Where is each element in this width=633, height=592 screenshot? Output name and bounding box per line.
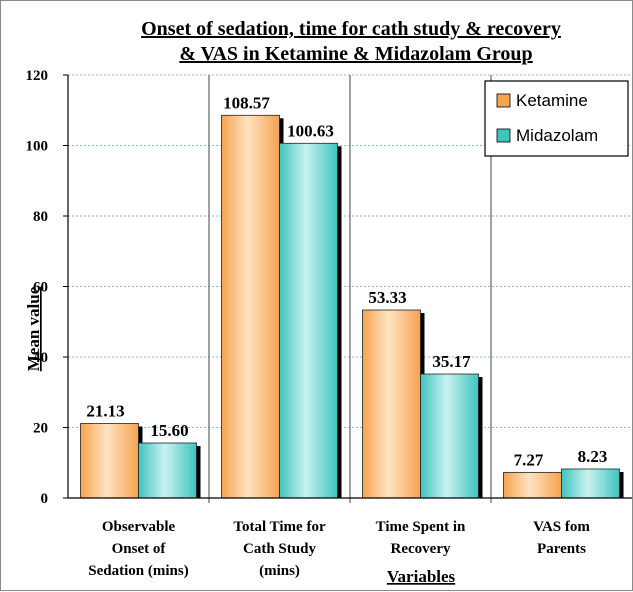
y-tick-label: 100 <box>26 139 49 155</box>
axes <box>63 74 632 499</box>
bar-midazolam <box>420 373 479 499</box>
bars <box>80 114 624 499</box>
y-tick-label: 20 <box>33 421 48 437</box>
x-category-label: Cath Study <box>243 541 316 557</box>
y-tick-label: 40 <box>33 350 48 366</box>
x-category-label: Parents <box>537 541 586 557</box>
data-label-ketamine: 53.33 <box>368 288 406 307</box>
x-category-label: Total Time for <box>233 519 326 535</box>
data-label-midazolam: 35.17 <box>432 352 471 371</box>
y-axis-title: Mean value <box>24 286 43 371</box>
legend-swatch-midazolam <box>496 128 511 143</box>
y-tick-label: 0 <box>41 491 49 507</box>
x-category-label: Sedation (mins) <box>88 563 188 579</box>
x-category-label: Recovery <box>391 541 451 557</box>
data-label-ketamine: 21.13 <box>86 402 124 421</box>
legend-swatch-ketamine <box>496 93 511 108</box>
bar-ketamine <box>362 309 421 499</box>
data-label-midazolam: 15.60 <box>150 421 188 440</box>
bar-ketamine <box>80 423 139 499</box>
y-tick-label: 60 <box>33 280 48 296</box>
legend-label-midazolam: Midazolam <box>516 126 598 145</box>
data-label-midazolam: 8.23 <box>578 447 608 466</box>
x-category-label: Time Spent in <box>376 519 466 535</box>
bar-midazolam <box>138 442 197 499</box>
chart-title-line-2: & VAS in Ketamine & Midazolam Group <box>179 43 532 65</box>
labels: 0 20 40 60 80 100 120 21.13 15.60 Observable Onset… <box>26 68 608 579</box>
data-label-midazolam: 100.63 <box>287 121 334 140</box>
legend: Ketamine Midazolam <box>484 80 629 157</box>
x-axis-title: Variables <box>387 567 456 586</box>
chart-title-line-1: Onset of sedation, time for cath study &… <box>141 18 561 40</box>
x-category-label: Onset of <box>112 541 167 557</box>
bar-ketamine <box>503 471 562 499</box>
data-label-ketamine: 7.27 <box>514 450 544 469</box>
chart-title: Onset of sedation, time for cath study &… <box>141 18 561 65</box>
bar-midazolam <box>279 142 338 499</box>
x-category-label: VAS fom <box>533 519 590 535</box>
legend-box <box>484 80 629 157</box>
y-tick-label: 80 <box>33 209 48 225</box>
bar-midazolam <box>561 468 620 499</box>
legend-label-ketamine: Ketamine <box>516 91 588 110</box>
bar-ketamine <box>221 114 280 499</box>
x-category-label: (mins) <box>259 563 300 579</box>
data-label-ketamine: 108.57 <box>223 93 270 112</box>
y-tick-label: 120 <box>26 68 49 84</box>
x-category-label: Observable <box>102 519 176 535</box>
